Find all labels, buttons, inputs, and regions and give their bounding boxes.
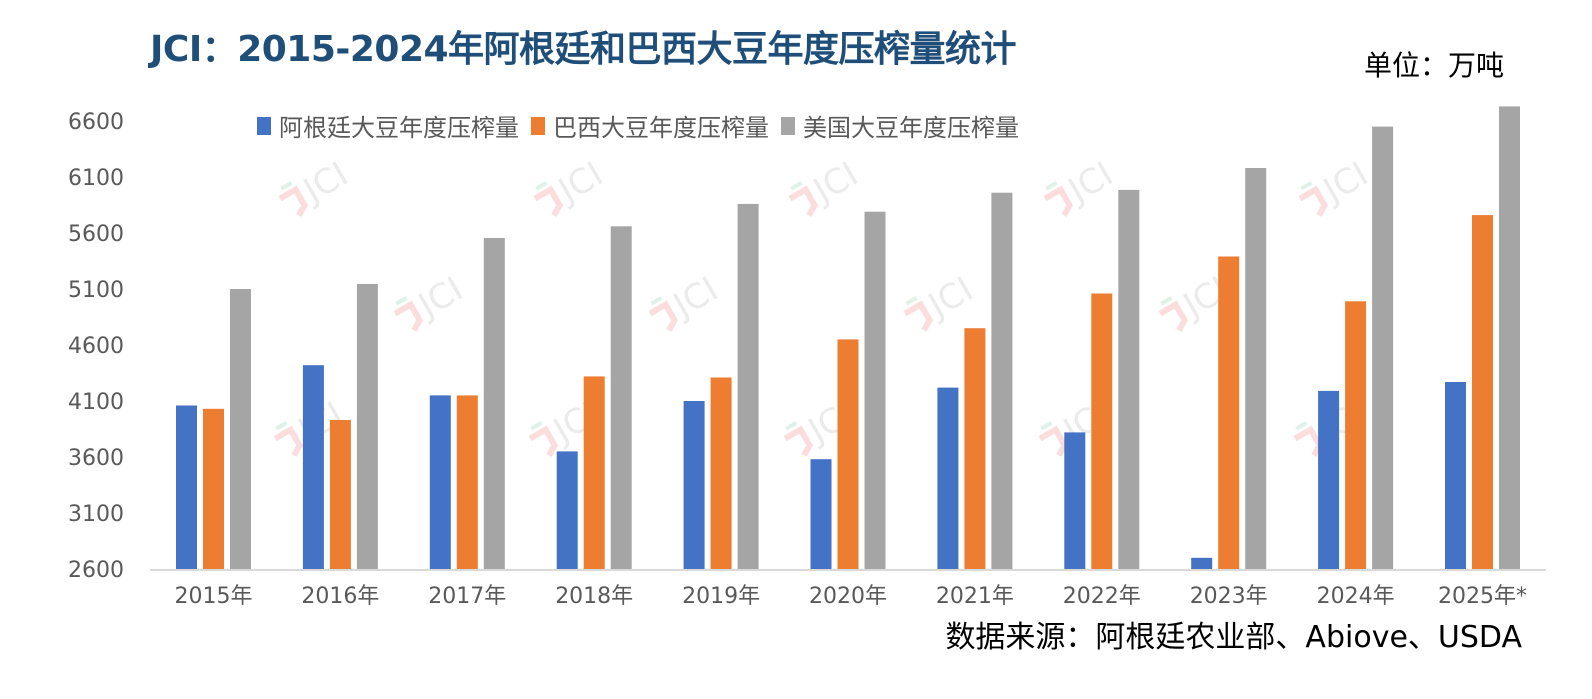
bar-brazil xyxy=(583,376,605,569)
y-tick-label: 4100 xyxy=(68,390,124,415)
watermark-logo: JCI xyxy=(393,269,470,332)
bar-usa xyxy=(610,226,632,570)
bar-argentina xyxy=(1191,557,1213,569)
x-axis: 2015年 2016年 2017年 2018年 2019年 2020年 2021年 2022年… xyxy=(175,584,1528,609)
bar-brazil xyxy=(1218,256,1240,569)
watermark-logo: JCI xyxy=(648,269,725,332)
y-tick-label: 3100 xyxy=(68,502,124,527)
bars xyxy=(176,106,1520,570)
x-tick-label: 2016年 xyxy=(301,584,379,609)
legend-item-argentina: 阿根廷大豆年度压榨量 xyxy=(257,108,519,143)
y-tick-label: 5600 xyxy=(68,222,124,247)
bar-argentina xyxy=(1318,390,1340,569)
legend-label-usa: 美国大豆年度压榨量 xyxy=(803,114,1019,142)
y-tick-label: 6100 xyxy=(68,166,124,191)
bar-argentina xyxy=(556,451,578,569)
bar-usa xyxy=(483,238,505,569)
data-source: 数据来源：阿根廷农业部、Abiove、USDA xyxy=(945,620,1522,655)
legend: 阿根廷大豆年度压榨量 巴西大豆年度压榨量 美国大豆年度压榨量 xyxy=(257,108,1031,143)
bar-argentina xyxy=(429,395,451,569)
x-tick-label: 2017年 xyxy=(428,584,506,609)
legend-label-argentina: 阿根廷大豆年度压榨量 xyxy=(279,114,519,142)
bar-brazil xyxy=(964,328,986,569)
watermark-logo: JCI xyxy=(1043,154,1120,217)
x-tick-label: 2019年 xyxy=(682,584,760,609)
bar-brazil xyxy=(1345,301,1367,569)
bar-usa xyxy=(230,289,251,569)
bar-argentina xyxy=(683,401,705,569)
watermark-logo: JCI xyxy=(278,154,355,217)
y-tick-label: 2600 xyxy=(68,558,124,583)
bar-usa xyxy=(1118,189,1140,569)
bar-brazil xyxy=(456,395,478,569)
x-tick-label: 2018年 xyxy=(555,584,633,609)
legend-item-brazil: 巴西大豆年度压榨量 xyxy=(531,108,769,143)
unit-label: 单位：万吨 xyxy=(1363,49,1504,82)
bar-argentina xyxy=(1445,382,1466,569)
bar-argentina xyxy=(810,459,832,569)
bar-brazil xyxy=(1091,293,1113,569)
legend-label-brazil: 巴西大豆年度压榨量 xyxy=(553,114,769,142)
bar-argentina xyxy=(1064,432,1086,569)
y-axis: 6600 6100 5600 5100 4600 4100 3600 3100 2600 xyxy=(68,110,124,583)
bar-argentina xyxy=(937,387,959,569)
x-tick-label: 2015年 xyxy=(175,584,253,609)
bar-argentina xyxy=(176,405,197,569)
bar-brazil xyxy=(837,339,859,569)
bar-brazil xyxy=(203,408,224,569)
bar-brazil xyxy=(710,377,732,569)
bar-usa xyxy=(737,203,759,569)
x-tick-label: 2020年 xyxy=(809,584,887,609)
legend-swatch-usa xyxy=(781,116,795,135)
watermark-logo: JCI xyxy=(533,154,610,217)
y-tick-label: 3600 xyxy=(68,446,124,471)
x-tick-label: 2023年 xyxy=(1190,584,1268,609)
bar-usa xyxy=(991,192,1013,569)
watermark-logo: JCI xyxy=(1298,154,1375,217)
bar-usa xyxy=(1372,126,1394,569)
bar-usa xyxy=(864,211,886,569)
bar-usa xyxy=(1499,106,1520,570)
x-tick-label: 2025年* xyxy=(1438,584,1527,609)
y-tick-label: 6600 xyxy=(68,110,124,135)
chart-title: JCI：2015-2024年阿根廷和巴西大豆年度压榨量统计 xyxy=(150,29,1017,70)
y-tick-label: 4600 xyxy=(68,334,124,359)
x-tick-label: 2022年 xyxy=(1063,584,1141,609)
y-tick-label: 5100 xyxy=(68,278,124,303)
legend-item-usa: 美国大豆年度压榨量 xyxy=(781,108,1019,143)
x-tick-label: 2024年 xyxy=(1317,584,1395,609)
x-tick-label: 2021年 xyxy=(936,584,1014,609)
bar-usa xyxy=(1245,168,1267,569)
bar-brazil xyxy=(329,420,351,569)
bar-argentina xyxy=(302,365,324,569)
legend-swatch-brazil xyxy=(531,116,545,135)
legend-swatch-argentina xyxy=(257,116,271,135)
bar-brazil xyxy=(1472,215,1493,569)
bar-usa xyxy=(356,284,378,569)
watermark-logo: JCI xyxy=(788,154,865,217)
